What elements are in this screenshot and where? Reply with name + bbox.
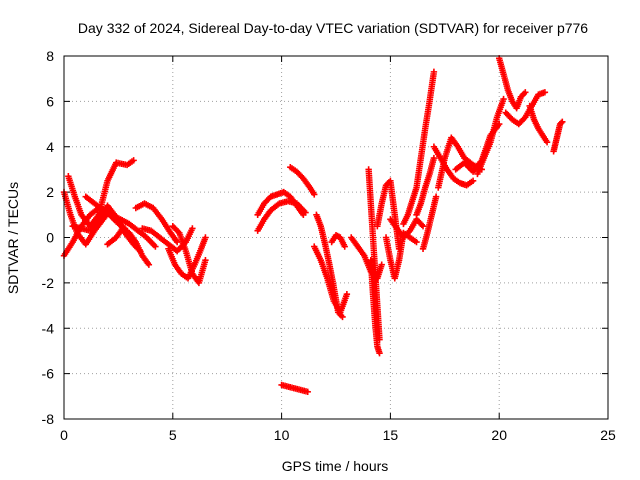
y-tick-label: -4 <box>42 320 55 336</box>
chart-title: Day 332 of 2024, Sidereal Day-to-day VTE… <box>78 20 588 36</box>
x-tick-label: 10 <box>274 427 290 443</box>
series-arc-07 <box>132 200 181 246</box>
series-arc-23 <box>387 216 427 241</box>
plot-frame <box>63 55 609 420</box>
series-arc-12 <box>254 198 309 234</box>
data-point <box>145 261 153 268</box>
y-tick-label: 6 <box>46 93 54 109</box>
data-point <box>543 139 551 146</box>
y-tick-label: 4 <box>46 139 54 155</box>
data-point <box>202 234 209 241</box>
series-arc-18 <box>348 234 385 282</box>
data-point <box>202 256 209 264</box>
x-axis-label: GPS time / hours <box>282 458 389 474</box>
data-point <box>413 238 420 246</box>
data-point <box>376 350 383 357</box>
series-arc-30 <box>474 95 507 178</box>
series-arc-33 <box>526 102 551 146</box>
y-tick-label: -2 <box>42 275 55 291</box>
data-point <box>130 157 137 164</box>
data-points <box>60 55 566 395</box>
data-point <box>430 68 438 76</box>
data-point <box>341 243 348 250</box>
data-point <box>189 225 196 232</box>
series-arc-34 <box>550 118 566 155</box>
data-point <box>432 193 440 200</box>
x-tick-labels: 0 5 10 15 20 25 <box>60 427 616 443</box>
series-arc-10 <box>169 222 209 287</box>
series-arc-13 <box>287 163 318 198</box>
data-point <box>302 209 309 216</box>
series-arc-06 <box>104 225 153 268</box>
series-arc-25 <box>413 154 438 219</box>
y-tick-label: -6 <box>42 366 55 382</box>
data-point <box>311 191 318 198</box>
data-point <box>430 154 438 162</box>
data-point <box>378 261 385 268</box>
series-arc-08 <box>139 225 196 255</box>
series-arc-16 <box>311 243 351 316</box>
series-arc-17 <box>328 232 348 250</box>
x-tick-label: 5 <box>169 427 177 443</box>
series-arc-03 <box>65 157 137 230</box>
data-point <box>419 222 427 230</box>
y-tick-label: 2 <box>46 184 54 200</box>
x-tick-label: 25 <box>600 427 616 443</box>
series-arc-26 <box>419 193 440 253</box>
data-point <box>558 119 565 127</box>
data-point <box>559 118 566 125</box>
data-point <box>339 313 346 321</box>
series-arc-05 <box>82 193 159 250</box>
series-arc-14 <box>278 381 311 395</box>
data-point <box>541 89 549 96</box>
data-point <box>343 291 351 298</box>
series-arc-20 <box>367 256 383 357</box>
data-point <box>304 388 311 395</box>
series-arc-31 <box>496 55 529 112</box>
y-axis-label: SDTVAR / TECUs <box>5 182 21 294</box>
x-tick-label: 20 <box>491 427 507 443</box>
y-tick-label: 0 <box>46 230 54 246</box>
series-arc-28 <box>435 134 485 191</box>
y-tick-label: -8 <box>42 411 55 427</box>
data-point <box>522 89 529 96</box>
data-point <box>500 95 507 103</box>
series-arc-22 <box>382 229 420 282</box>
data-point <box>173 238 181 246</box>
data-point <box>469 177 477 184</box>
series-arc-24 <box>400 68 438 228</box>
y-tick-labels: -8 -6 -4 -2 0 2 4 6 8 <box>42 48 55 427</box>
x-tick-label: 15 <box>383 427 399 443</box>
x-tick-label: 0 <box>60 427 68 443</box>
data-point <box>152 243 159 250</box>
y-tick-label: 8 <box>46 48 54 64</box>
